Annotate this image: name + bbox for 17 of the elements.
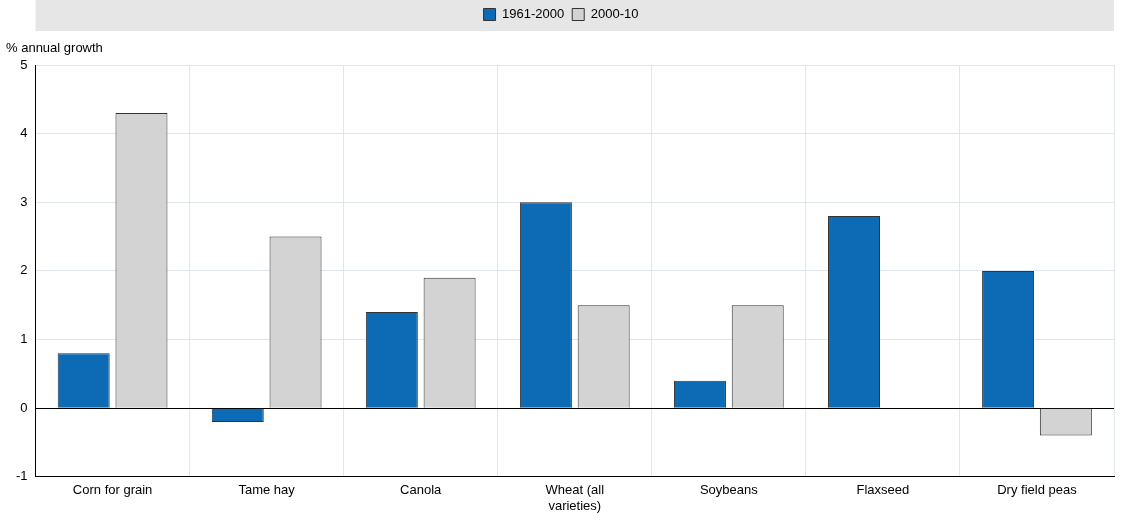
x-tick-label: Flaxseed [856,482,910,498]
x-tick-label: Soybeans [699,482,759,498]
y-tick-label: 5 [20,56,28,72]
y-axis-title: % annual growth [6,40,103,55]
y-tick-label: 0 [20,399,28,415]
y-tick-label: 4 [20,125,28,141]
x-tick-label: Wheat (all varieties) [545,482,605,513]
x-tick-label: Dry field peas [997,482,1078,498]
y-tick-label: 2 [20,262,28,278]
y-tick-label: -1 [16,468,28,484]
x-tick-label: Tame hay [238,482,296,498]
legend-label: 1961-2000 [502,6,565,22]
x-tick-label: Canola [400,482,443,498]
y-tick-label: 3 [20,193,28,209]
legend-label: 2000-10 [590,6,639,22]
y-tick-label: 1 [20,331,28,347]
x-tick-label: Corn for grain [72,482,153,498]
